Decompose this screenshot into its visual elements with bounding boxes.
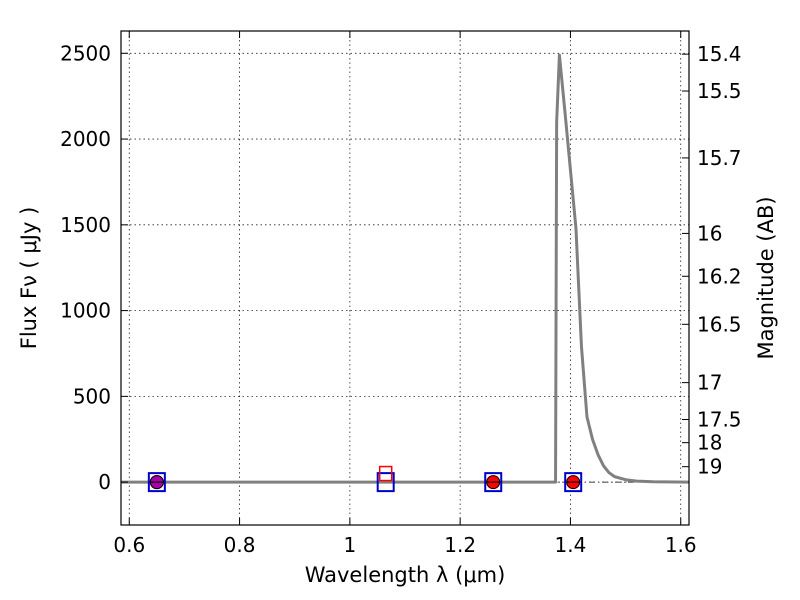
- x-tick-label: 0.6: [113, 533, 145, 557]
- y-tick-label: 2000: [60, 127, 111, 151]
- model-square-marker: [147, 472, 166, 493]
- y2-tick-label: 18: [697, 431, 722, 455]
- y2-tick-label: 17.5: [697, 408, 742, 432]
- grid-lines: [121, 31, 689, 525]
- open-red-square-marker: [378, 465, 393, 482]
- y-tick-label: 500: [73, 384, 111, 408]
- y2-tick-label: 15.7: [697, 146, 742, 170]
- plot-area: [121, 53, 689, 493]
- y-axis-label: Flux Fν ( μJy ): [17, 207, 41, 350]
- y2-tick-label: 15.4: [697, 42, 742, 66]
- x-tick-label: 0.8: [224, 533, 256, 557]
- model-square-marker: [376, 472, 395, 493]
- y2-tick-label: 16.5: [697, 312, 742, 336]
- y-tick-label: 1000: [60, 299, 111, 323]
- y2-tick-label: 17: [697, 371, 722, 395]
- y-tick-label: 2500: [60, 41, 111, 65]
- y2-tick-label: 16: [697, 221, 722, 245]
- y-tick-label: 1500: [60, 213, 111, 237]
- model-square-marker: [564, 472, 583, 493]
- y2-axis-label: Magnitude (AB): [754, 196, 778, 359]
- spectrum-line: [121, 53, 689, 484]
- x-tick-label: 1.4: [555, 533, 587, 557]
- axis-ticks: 0.6 0.8 1 1.2 1.4 1.6 0 500 1000 1500 2000 2500 15.4…: [60, 31, 742, 557]
- y2-tick-label: 16.2: [697, 264, 742, 288]
- model-square-marker: [484, 472, 503, 493]
- x-tick-label: 1.6: [665, 533, 697, 557]
- y2-tick-label: 15.5: [697, 79, 742, 103]
- y2-tick-label: 19: [697, 455, 722, 479]
- x-tick-label: 1.2: [444, 533, 476, 557]
- x-axis-label: Wavelength λ (μm): [305, 563, 506, 587]
- x-tick-label: 1: [343, 533, 356, 557]
- plot-frame: [120, 30, 690, 526]
- y-tick-label: 0: [98, 470, 111, 494]
